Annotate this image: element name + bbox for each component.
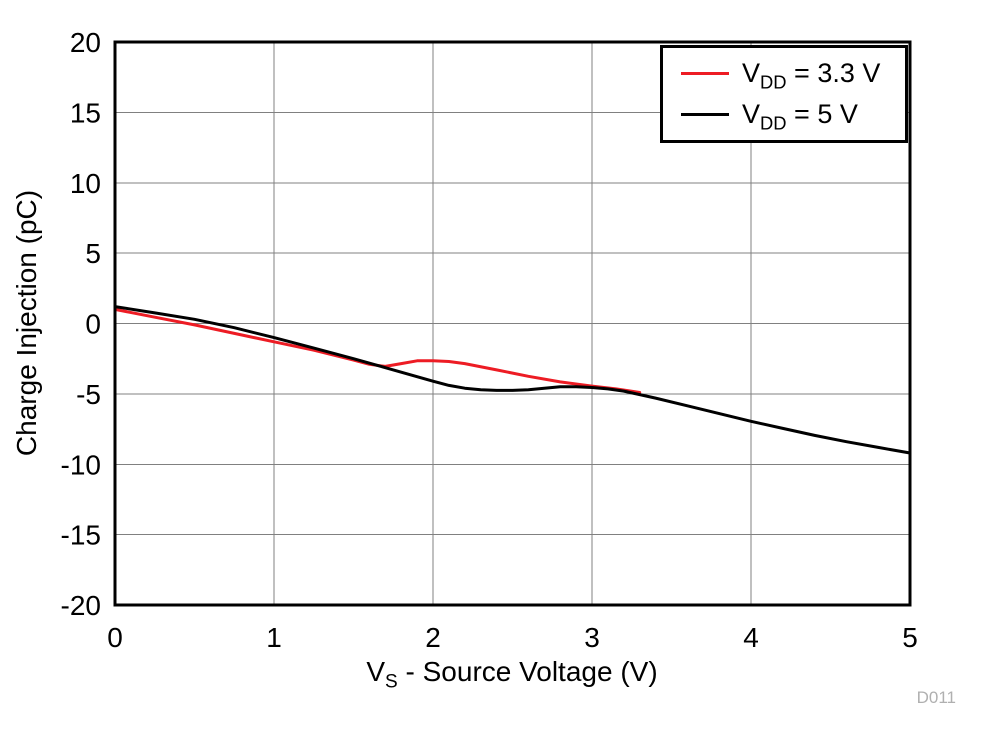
x-axis-title-post: - Source Voltage (V) — [397, 656, 658, 687]
y-tick-label: 0 — [85, 309, 101, 340]
legend-label-vdd-5v: VDD = 5 V — [742, 99, 858, 134]
y-tick-label: -5 — [76, 379, 101, 410]
y-tick-label: -20 — [61, 590, 101, 621]
x-tick-label: 4 — [743, 622, 759, 653]
x-axis-title: VS - Source Voltage (V) — [366, 656, 658, 692]
y-tick-label: 20 — [70, 27, 101, 58]
legend-line-swatch-black — [681, 113, 729, 116]
figure-code: D011 — [916, 688, 956, 707]
x-tick-label: 3 — [584, 622, 600, 653]
x-axis-title-pre: V — [366, 656, 386, 687]
legend: VDD = 3.3 V VDD = 5 V — [660, 45, 908, 143]
series-line-vdd-3p3v — [113, 307, 642, 394]
y-tick-label: 10 — [70, 168, 101, 199]
x-tick-label: 1 — [266, 622, 282, 653]
y-tick-label: 5 — [85, 238, 101, 269]
legend-entry-vdd-3p3v: VDD = 3.3 V — [681, 58, 905, 93]
legend-label-vdd-3p3v: VDD = 3.3 V — [742, 58, 881, 93]
x-tick-label: 2 — [425, 622, 441, 653]
y-tick-label: -10 — [61, 449, 101, 480]
legend-entry-vdd-5v: VDD = 5 V — [681, 99, 905, 134]
y-axis-title: Charge Injection (pC) — [11, 189, 42, 457]
x-tick-label: 5 — [902, 622, 918, 653]
legend-line-swatch-red — [681, 72, 729, 75]
x-axis-title-sub: S — [385, 671, 398, 693]
y-tick-label: -15 — [61, 520, 101, 551]
series-line-vdd-5v — [113, 305, 912, 455]
x-tick-label: 0 — [107, 622, 123, 653]
y-tick-label: 15 — [70, 97, 101, 128]
plot-frame — [113, 40, 912, 607]
